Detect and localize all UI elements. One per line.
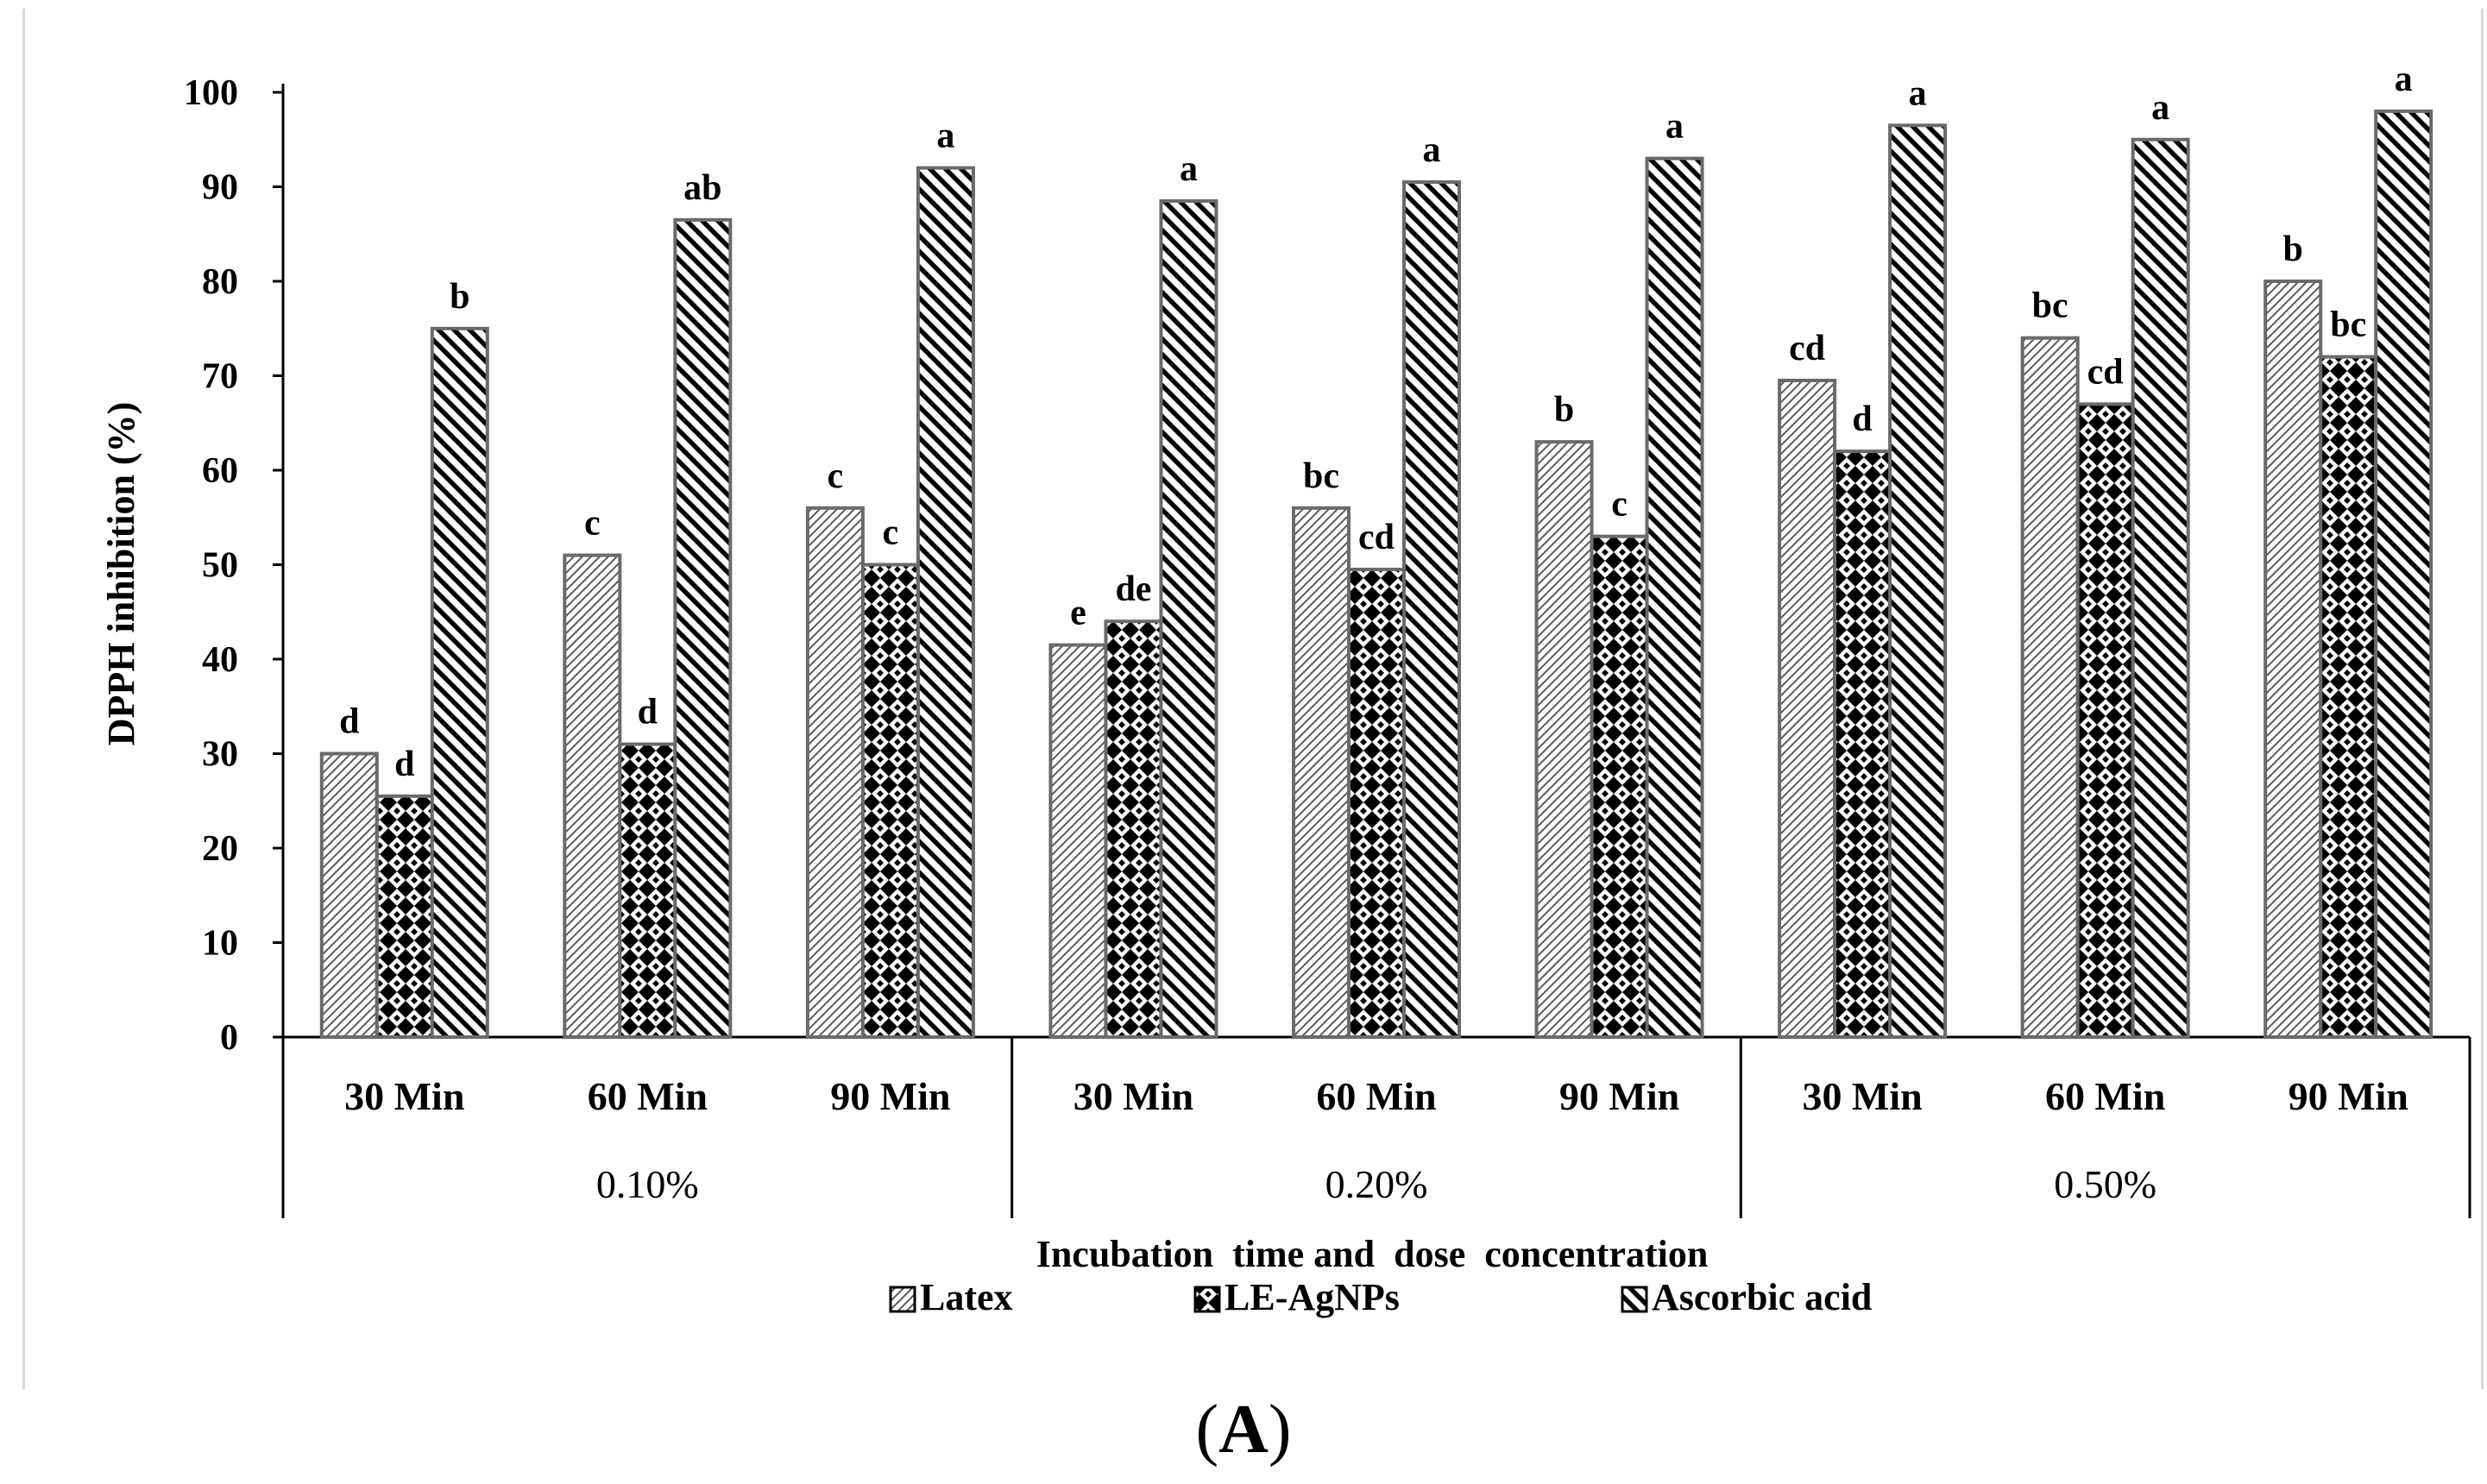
- bar-le-agnps: [375, 794, 434, 1040]
- bar-le-agnps: [1104, 619, 1163, 1039]
- x-category-label: 30 Min: [344, 1074, 464, 1118]
- significance-letter: a: [2395, 60, 2413, 99]
- bar-latex: [1048, 643, 1108, 1039]
- legend: Latex LE-AgNPs Ascorbic acid: [889, 1276, 1872, 1318]
- y-tick-label: 30: [202, 735, 238, 775]
- x-group-label: 0.10%: [596, 1162, 699, 1206]
- y-tick-label: 10: [202, 924, 238, 964]
- legend-item-latex: Latex: [889, 1276, 1013, 1318]
- bar-latex: [805, 506, 865, 1039]
- significance-letter: ab: [683, 168, 721, 208]
- significance-letter: a: [2151, 88, 2169, 128]
- significance-letter: d: [638, 693, 658, 733]
- legend-label-ascorbic-acid: Ascorbic acid: [1652, 1276, 1872, 1318]
- bar-ascorbic-acid: [916, 166, 975, 1040]
- y-tick-label: 80: [202, 262, 238, 302]
- x-category-label: 60 Min: [588, 1074, 708, 1118]
- significance-letter: b: [450, 277, 469, 317]
- significance-letter: d: [1852, 399, 1872, 439]
- significance-letter: bc: [2032, 286, 2068, 326]
- bar-ascorbic-acid: [2374, 109, 2433, 1039]
- significance-letter: bc: [1303, 456, 1339, 496]
- significance-letter: bc: [2330, 305, 2366, 345]
- y-tick-label: 40: [202, 640, 238, 680]
- x-group-label: 0.20%: [1325, 1162, 1428, 1206]
- bar-ascorbic-acid: [2131, 137, 2190, 1039]
- bar-le-agnps: [618, 742, 677, 1039]
- significance-letter: c: [584, 504, 601, 544]
- bar-latex: [1778, 378, 1837, 1040]
- x-category-label: 90 Min: [830, 1074, 950, 1118]
- bar-le-agnps: [1590, 534, 1649, 1039]
- chart-frame: [22, 9, 2484, 1389]
- significance-letter: e: [1070, 594, 1086, 633]
- legend-item-ascorbic-acid: Ascorbic acid: [1621, 1276, 1872, 1318]
- bar-ascorbic-acid: [1402, 180, 1461, 1039]
- legend-item-le-agnps: LE-AgNPs: [1193, 1276, 1400, 1318]
- bar-latex: [2263, 280, 2323, 1039]
- significance-letter: c: [828, 456, 844, 496]
- significance-letter: d: [339, 702, 359, 742]
- legend-swatch-latex: [889, 1286, 916, 1313]
- significance-letter: a: [1180, 149, 1198, 189]
- legend-swatch-ascorbic-acid: [1621, 1286, 1648, 1313]
- legend-label-latex: Latex: [920, 1276, 1013, 1318]
- x-group-label: 0.50%: [2054, 1162, 2156, 1206]
- bar-le-agnps: [1833, 450, 1892, 1039]
- legend-swatch-le-agnps: [1193, 1286, 1221, 1313]
- significance-letter: de: [1115, 569, 1151, 609]
- y-tick-label: 100: [184, 73, 238, 113]
- panel-label-close: ): [1268, 1392, 1292, 1468]
- significance-letter: c: [883, 513, 899, 553]
- chart-axes: 0 10 20 30 40 50 60 70 80 90 100 30 Min 60 Min 90 Min…: [184, 73, 2471, 1218]
- bar-latex: [563, 553, 622, 1039]
- y-tick-label: 90: [202, 168, 238, 208]
- bar-le-agnps: [1347, 567, 1406, 1039]
- legend-label-le-agnps: LE-AgNPs: [1225, 1276, 1400, 1318]
- bar-latex: [1534, 440, 1594, 1039]
- x-category-label: 90 Min: [2289, 1074, 2408, 1118]
- bar-ascorbic-acid: [430, 326, 489, 1039]
- significance-letter: cd: [2087, 352, 2124, 392]
- bar-ascorbic-acid: [1645, 156, 1704, 1039]
- bar-series: [319, 109, 2433, 1040]
- bar-le-agnps: [860, 563, 920, 1039]
- significance-letter: a: [1909, 73, 1927, 113]
- x-category-label: 60 Min: [2045, 1074, 2165, 1118]
- x-category-label: 30 Min: [1074, 1074, 1193, 1118]
- significance-letter: d: [394, 745, 414, 784]
- y-tick-label: 20: [202, 829, 238, 869]
- significance-letter: cd: [1789, 329, 1825, 368]
- y-tick-label: 50: [202, 546, 238, 586]
- y-tick-label: 70: [202, 357, 238, 397]
- x-axis-title: Incubation time and dose concentration: [1036, 1233, 1709, 1275]
- significance-letter: a: [936, 116, 954, 156]
- panel-label-open: (: [1195, 1392, 1219, 1468]
- y-axis-title: DPPH inhibition (%): [100, 402, 142, 746]
- x-category-label: 90 Min: [1559, 1074, 1679, 1118]
- dpph-bar-chart: 0 10 20 30 40 50 60 70 80 90 100 30 Min 60 Min 90 Min…: [100, 60, 2471, 1318]
- significance-letter: a: [1423, 130, 1441, 170]
- x-category-label: 30 Min: [1802, 1074, 1922, 1118]
- bar-ascorbic-acid: [1159, 198, 1218, 1040]
- x-category-label: 60 Min: [1316, 1074, 1436, 1118]
- significance-letter: cd: [1358, 518, 1395, 557]
- bar-latex: [1292, 506, 1351, 1039]
- y-tick-label: 60: [202, 451, 238, 491]
- panel-label: (A): [0, 1391, 2487, 1469]
- bar-le-agnps: [2319, 355, 2378, 1040]
- significance-letter: c: [1611, 485, 1628, 525]
- bar-ascorbic-acid: [1888, 123, 1948, 1040]
- significance-letter: a: [1665, 107, 1684, 147]
- significance-letter: b: [1554, 390, 1574, 430]
- significance-letter: b: [2283, 230, 2303, 269]
- bar-le-agnps: [2075, 402, 2135, 1040]
- panel-label-letter: A: [1218, 1392, 1269, 1468]
- bar-latex: [319, 751, 379, 1039]
- y-tick-label: 0: [220, 1018, 238, 1058]
- bar-ascorbic-acid: [673, 217, 733, 1039]
- bar-latex: [2020, 336, 2080, 1039]
